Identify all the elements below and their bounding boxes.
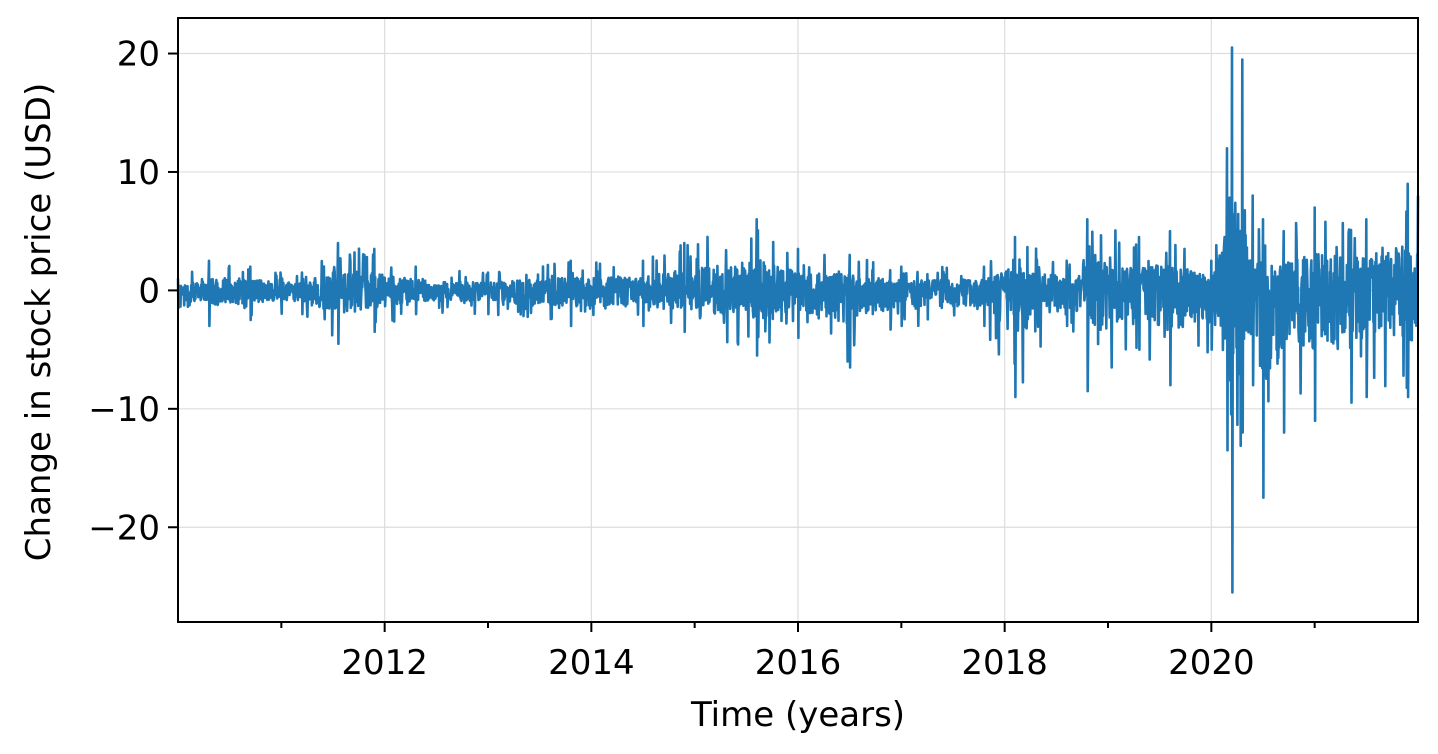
y-tick-label: −10 xyxy=(88,390,160,430)
x-tick-label: 2012 xyxy=(341,643,428,683)
series-layer xyxy=(176,46,1420,594)
y-tick-label: 10 xyxy=(117,153,160,193)
x-axis-label: Time (years) xyxy=(690,695,905,735)
y-tick-label: −20 xyxy=(88,508,160,548)
x-tick-label: 2016 xyxy=(755,643,842,683)
y-tick-label: 0 xyxy=(138,271,160,311)
y-axis-label: Change in stock price (USD) xyxy=(19,83,59,561)
series-line xyxy=(176,46,1420,594)
x-tick-label: 2020 xyxy=(1168,643,1255,683)
x-tick-label: 2018 xyxy=(961,643,1048,683)
y-tick-label: 20 xyxy=(117,35,160,75)
x-tick-label: 2014 xyxy=(548,643,635,683)
